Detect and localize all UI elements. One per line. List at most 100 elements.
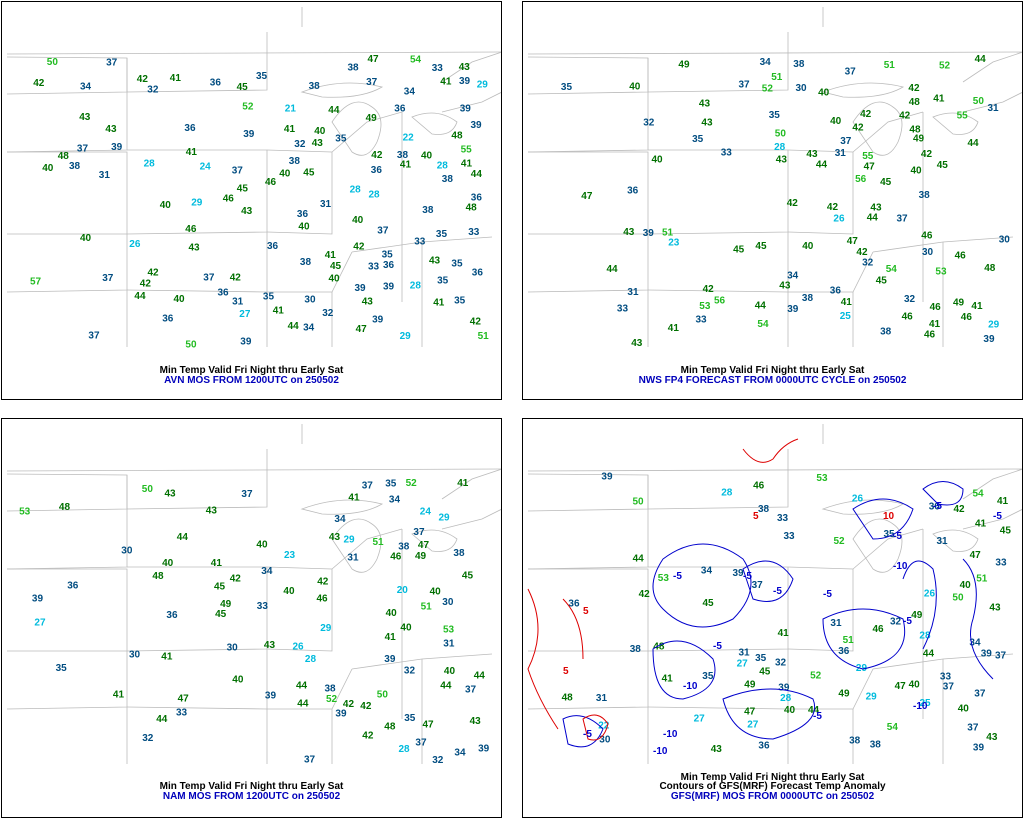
station-temp: 34 [701,565,713,576]
contour-label: -10 [683,681,698,692]
boundaries [6,7,501,347]
boundaries [6,424,501,764]
station-temp: 33 [414,237,426,248]
station-temp: 40 [958,704,970,715]
station-temp: 36 [166,610,178,621]
contour-label: -5 [893,531,902,542]
station-temp: 37 [304,754,316,765]
station-temp: 42 [33,78,45,89]
contour-label: -5 [743,571,752,582]
panel-source: NAM MOS FROM 1200UTC on 250502 [162,791,341,802]
station-temp: 42 [639,589,651,600]
station-temp: 28 [780,693,792,704]
station-temp: 36 [627,186,639,197]
station-temp: 37 [465,685,477,696]
station-temp: 42 [343,699,355,710]
station-temp: 44 [923,649,935,660]
contour-label: -5 [713,641,722,652]
station-temp: 24 [200,162,212,173]
station-temp: 50 [973,96,985,107]
station-temp: 31 [739,648,751,659]
station-temp: 51 [843,635,855,646]
station-temp: 26 [852,494,864,505]
station-temp: 42 [860,109,872,120]
station-temp: 38 [453,548,465,559]
station-temp: 39 [372,314,384,325]
station-temp: 36 [471,192,483,203]
station-temp: 41 [348,493,360,504]
station-temp: 45 [937,160,949,171]
station-temp: 33 [721,147,733,158]
station-temp: 30 [227,643,239,654]
station-temp: 32 [775,658,787,669]
panel-title: Min Temp Valid Fri Night thru Early Sat [159,365,344,376]
station-temp: 41 [841,297,853,308]
station-temp: 44 [134,291,146,302]
station-temp: 31 [596,693,608,704]
station-temp: 36 [67,581,79,592]
station-temp: 41 [433,297,445,308]
station-temp: 37 [845,66,857,77]
station-temp: 28 [437,160,449,171]
station-temp: 23 [284,550,296,561]
station-temp: 55 [461,145,473,156]
station-temp: 44 [288,321,300,332]
station-temp: 42 [148,268,160,279]
station-temp: 34 [261,566,273,577]
station-temp: 38 [289,156,301,167]
station-temp: 44 [296,680,308,691]
station-temp: 42 [230,272,242,283]
station-temp: 47 [970,550,982,561]
station-temp: 34 [454,747,466,758]
station-temp: 38 [325,683,337,694]
station-temp: 40 [652,155,664,166]
station-temp: 37 [362,480,374,491]
station-temp: 46 [317,594,329,605]
station-temp: 39 [265,690,277,701]
panel-title: Min Temp Valid Fri Night thru Early Sat [680,365,865,376]
station-temp: 32 [890,616,902,627]
station-temp: 48 [451,131,463,142]
station-temp: 42 [899,110,911,121]
station-temp: 38 [69,161,81,172]
panel-subtitle: Contours of GFS(MRF) Forecast Temp Anoma… [659,781,886,792]
station-temp: 35 [382,250,394,261]
station-temp: 39 [355,283,367,294]
station-temp: 52 [242,101,254,112]
station-temp: 42 [908,83,920,94]
station-temp: 42 [827,202,839,213]
station-temp: 35 [454,295,466,306]
station-temp: 31 [830,618,842,629]
station-temp: 26 [293,642,305,653]
station-temp: 33 [468,227,480,238]
station-temp: 43 [362,297,374,308]
boundaries [527,7,1022,347]
station-temp: 34 [404,86,416,97]
station-temp: 42 [140,278,152,289]
station-temp: 45 [880,177,892,188]
station-temp: 40 [329,274,341,285]
station-temp: 33 [176,707,188,718]
station-temp: 33 [617,303,629,314]
station-temp: 38 [442,174,454,185]
contour-label: -5 [823,589,832,600]
station-temp: 30 [796,83,808,94]
station-temp: 36 [758,740,770,751]
contour-label: -5 [903,616,912,627]
station-temp: 47 [178,694,190,705]
station-temp: 45 [215,609,227,620]
station-temp: 37 [840,136,852,147]
contour-label: -10 [663,729,678,740]
station-temp: 49 [953,297,965,308]
station-temp: 41 [161,651,173,662]
station-temp: 38 [348,63,360,74]
station-temp: 49 [838,689,850,700]
station-temp: 40 [314,126,326,137]
station-temp: 50 [952,593,964,604]
station-temp: 37 [366,77,378,88]
station-temp: 43 [870,203,882,214]
station-temp: 40 [386,608,398,619]
station-temp: 49 [366,113,378,124]
station-temp: 30 [599,734,611,745]
